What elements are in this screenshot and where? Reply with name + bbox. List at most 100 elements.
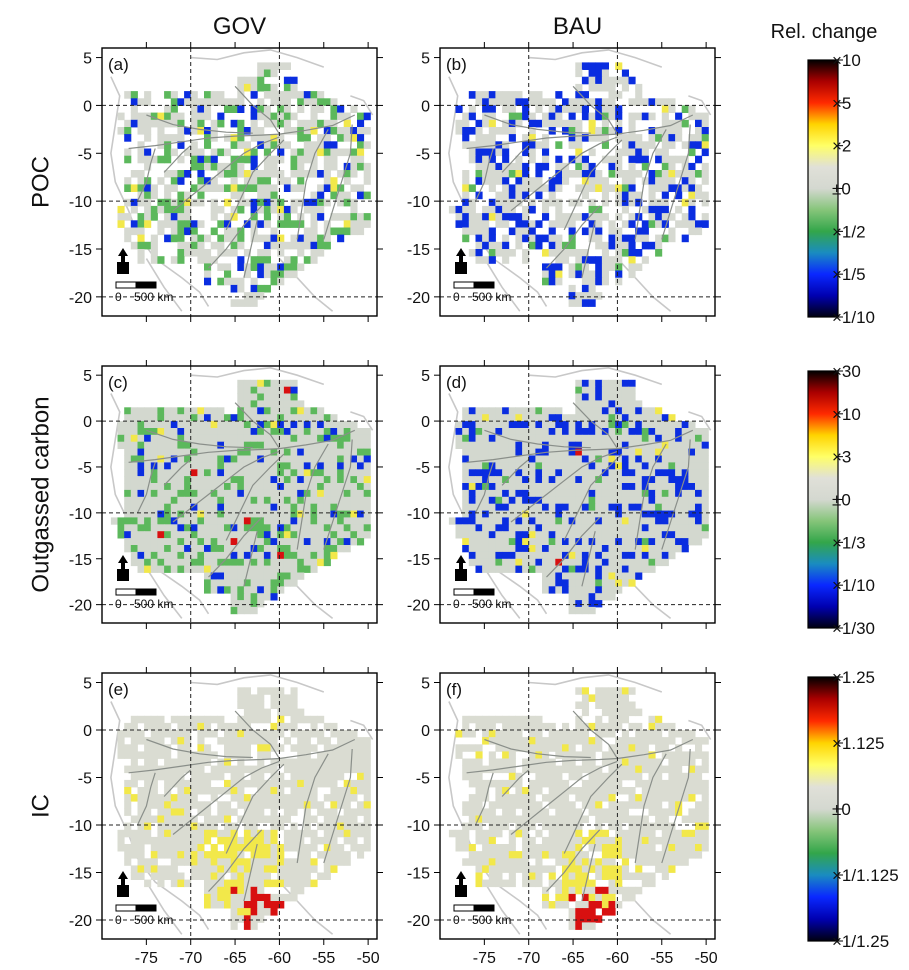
grid-cell [668,801,676,809]
grid-cell [641,227,649,236]
grid-cell [548,815,556,823]
grid-cell [263,565,271,573]
grid-cell [621,758,629,766]
grid-cell [263,220,271,228]
grid-cell [317,496,325,505]
grid-cell [310,801,318,809]
grid-cell [263,687,271,695]
grid-cell [270,379,278,388]
river-line [634,443,667,550]
grid-cell [290,687,298,695]
grid-cell [455,434,463,443]
grid-cell [357,227,365,236]
grid-cell [528,851,536,859]
grid-cell [615,872,623,880]
grid-cell [601,844,609,852]
grid-cell [628,455,636,463]
grid-cell [581,851,589,859]
grid-cell [615,586,623,594]
grid-cell [568,517,576,525]
grid-cell [290,844,298,852]
grid-cell [502,441,510,449]
grid-cell [357,469,365,477]
grid-cell [330,829,338,838]
grid-cell [257,407,265,415]
grid-cell [164,787,172,795]
grid-cell [562,483,570,491]
grid-cell [555,155,563,164]
grid-cell [701,822,709,831]
y-tick-label: 0 [83,414,92,431]
grid-cell [482,241,490,250]
grid-cell [164,765,172,774]
grid-cell [357,184,365,192]
grid-cell [363,448,371,456]
grid-cell [462,141,470,149]
grid-cell [144,414,152,422]
grid-cell [204,434,212,443]
grid-cell [217,119,225,128]
grid-cell [144,801,152,809]
grid-cell [363,531,371,539]
grid-cell [310,545,318,553]
grid-cell [668,134,676,142]
grid-cell [575,815,583,823]
grid-cell [290,455,298,463]
grid-cell [488,489,496,498]
grid-cell [330,141,338,149]
grid-cell [542,844,550,852]
grid-cell [164,524,172,532]
grid-cell [230,476,238,484]
grid-cell [601,851,609,859]
grid-cell [257,263,265,271]
grid-cell [217,531,225,539]
grid-cell [243,299,251,307]
grid-cell [250,205,258,214]
grid-cell [303,744,311,752]
grid-cell [184,758,192,766]
grid-cell [230,565,238,573]
grid-cell [555,744,563,752]
grid-cell [150,469,158,477]
grid-cell [237,299,245,307]
grid-cell [230,177,238,185]
grid-cell [184,448,192,456]
grid-cell [655,858,663,866]
grid-cell [190,565,198,573]
grid-cell [648,801,656,809]
river-line [243,843,258,902]
grid-cell [157,801,165,809]
grid-cell [701,441,709,449]
grid-cell [482,227,490,236]
grid-cell [608,256,616,264]
grid-cell [257,915,265,923]
grid-cell [117,730,125,738]
grid-cell [363,503,371,511]
grid-cell [615,249,623,257]
grid-cell [137,765,145,774]
grid-cell [555,503,563,511]
grid-cell [197,407,205,415]
grid-cell [548,503,556,511]
grid-cell [575,751,583,759]
grid-cell [495,162,503,171]
grid-cell [184,531,192,539]
grid-cell [297,551,305,560]
grid-cell [217,851,225,859]
grid-cell [615,428,623,436]
grid-cell [297,469,305,477]
grid-cell [130,751,138,759]
grid-cell [297,787,305,795]
grid-cell [695,112,703,121]
grid-cell [701,112,709,121]
grid-cell [615,545,623,553]
grid-cell [595,565,603,573]
grid-cell [575,455,583,463]
grid-cell [688,737,696,745]
grid-cell [337,170,345,178]
grid-cell [164,191,172,200]
grid-cell [588,787,596,795]
grid-cell [130,119,138,128]
grid-cell [502,765,510,774]
grid-cell [243,407,251,415]
